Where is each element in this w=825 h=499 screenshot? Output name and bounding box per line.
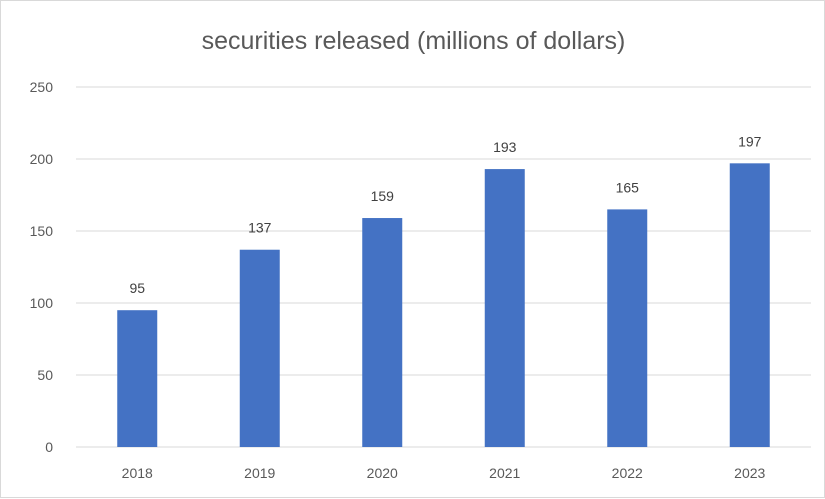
data-label: 137 — [248, 220, 272, 236]
bar — [117, 310, 158, 447]
x-tick-label: 2023 — [734, 465, 765, 481]
bar — [362, 218, 403, 447]
data-label: 197 — [738, 133, 762, 149]
x-tick-label: 2019 — [244, 465, 275, 481]
chart-title: securities released (millions of dollars… — [201, 27, 626, 55]
bar — [729, 163, 770, 447]
bar — [607, 209, 648, 447]
data-label: 165 — [616, 179, 640, 195]
bar — [484, 169, 525, 447]
data-label: 95 — [129, 280, 145, 296]
x-tick-label: 2020 — [367, 465, 398, 481]
x-tick-label: 2021 — [489, 465, 520, 481]
x-tick-label: 2018 — [122, 465, 153, 481]
bar — [239, 249, 280, 447]
y-tick-label: 100 — [30, 295, 54, 311]
y-tick-label: 50 — [37, 367, 53, 383]
y-tick-label: 250 — [30, 79, 54, 95]
data-label: 193 — [493, 139, 517, 155]
y-tick-label: 150 — [30, 223, 54, 239]
data-label: 159 — [371, 188, 395, 204]
y-tick-label: 200 — [30, 151, 54, 167]
y-tick-label: 0 — [45, 439, 53, 455]
x-tick-label: 2022 — [612, 465, 643, 481]
